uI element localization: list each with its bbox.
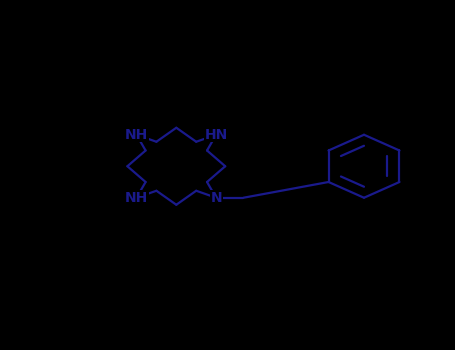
Text: NH: NH: [125, 191, 148, 205]
Text: NH: NH: [125, 128, 148, 142]
Text: HN: HN: [204, 128, 228, 142]
Text: N: N: [210, 191, 222, 205]
